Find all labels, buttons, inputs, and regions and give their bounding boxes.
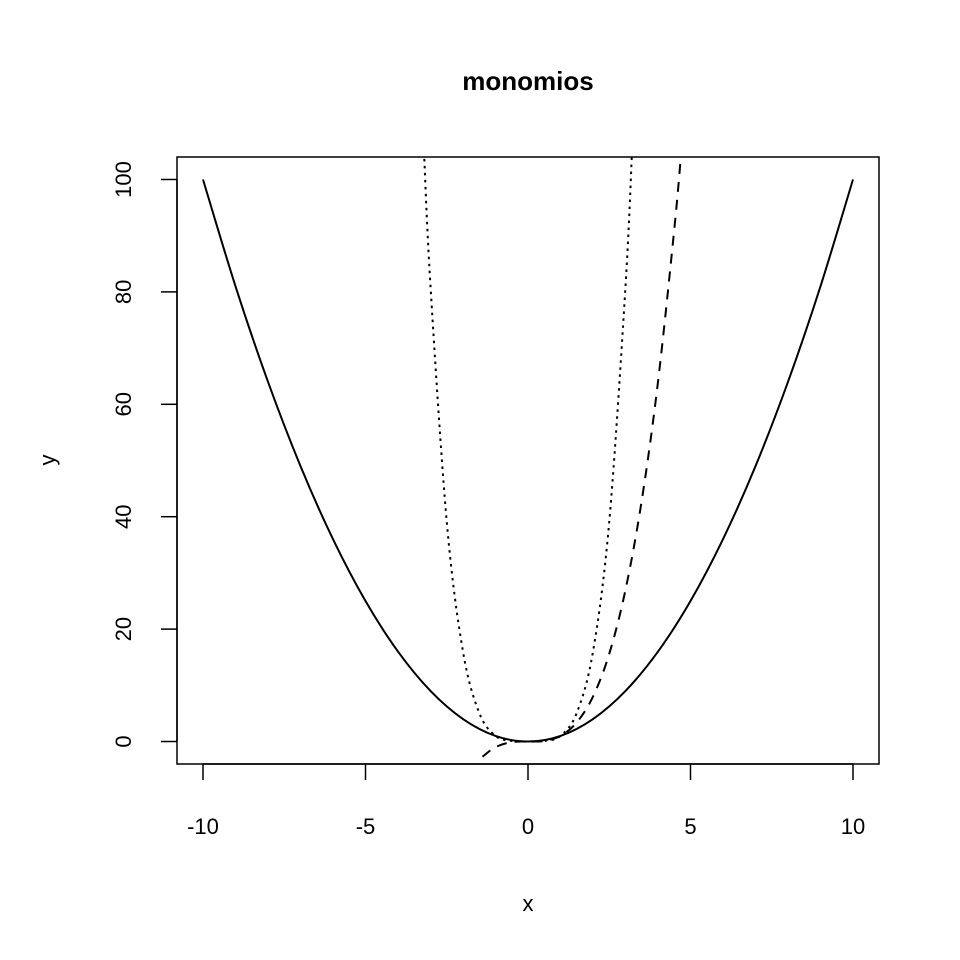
x-axis: -10 -5 0 5 10: [187, 763, 865, 839]
y-tick-label: 20: [111, 617, 136, 641]
series-layer: [202, 157, 854, 758]
series-line-dotted: [423, 157, 633, 743]
x-tick-label: 10: [841, 814, 865, 839]
series-line-solid: [202, 179, 854, 743]
y-tick-label: 0: [111, 735, 136, 747]
x-axis-label: x: [523, 891, 534, 916]
y-axis: 0 20 40 60 80 100: [111, 161, 178, 748]
chart-title: monomios: [462, 66, 593, 96]
plot-frame: [176, 156, 880, 765]
y-tick-label: 60: [111, 392, 136, 416]
x-tick-label: -5: [356, 814, 376, 839]
y-tick-label: 80: [111, 280, 136, 304]
x-tick-label: 0: [522, 814, 534, 839]
y-tick-label: 100: [111, 161, 136, 198]
y-axis-label: y: [35, 455, 60, 466]
y-tick-label: 40: [111, 504, 136, 528]
x-tick-label: 5: [684, 814, 696, 839]
series-line-dashed: [481, 158, 682, 758]
x-tick-label: -10: [187, 814, 219, 839]
